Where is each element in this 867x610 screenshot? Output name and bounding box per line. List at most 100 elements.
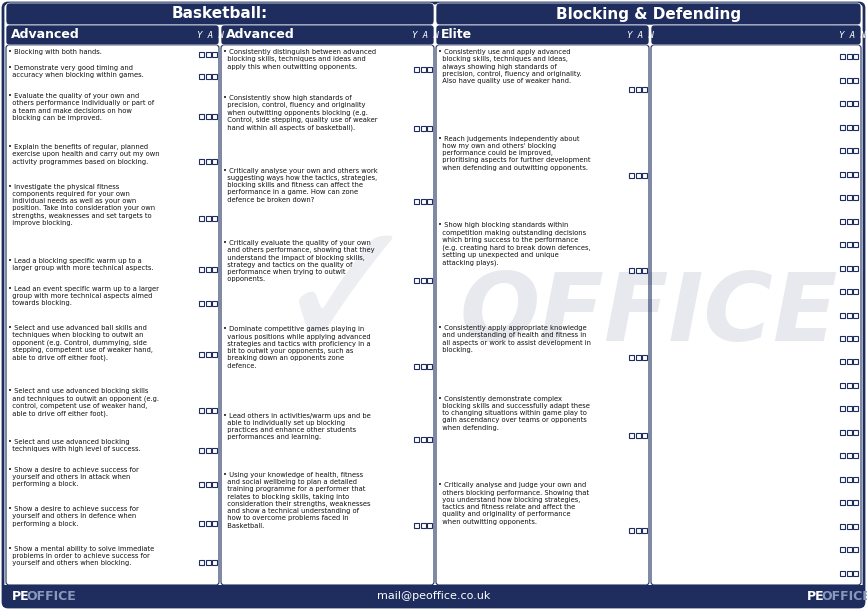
Bar	[420, 66, 426, 72]
Bar	[846, 336, 851, 341]
Text: Y A N: Y A N	[412, 30, 439, 40]
Text: • Reach judgements independently about
  how my own and others' blocking
  perfo: • Reach judgements independently about h…	[438, 135, 590, 171]
Bar	[427, 278, 432, 283]
Bar	[420, 278, 426, 283]
Bar	[853, 242, 858, 247]
Bar	[629, 87, 634, 92]
Bar	[846, 54, 851, 59]
Bar	[642, 354, 647, 360]
Bar	[642, 268, 647, 273]
Bar	[853, 124, 858, 130]
Bar	[840, 242, 845, 247]
Bar	[427, 199, 432, 204]
Bar	[840, 571, 845, 576]
Text: • Show a desire to achieve success for
  yourself and others in defence when
  p: • Show a desire to achieve success for y…	[8, 506, 139, 526]
Text: OFFICE: OFFICE	[26, 589, 75, 603]
Bar	[205, 159, 211, 164]
Text: ✓: ✓	[272, 212, 423, 388]
Bar	[853, 477, 858, 482]
Bar	[636, 268, 641, 273]
Bar	[205, 351, 211, 357]
Bar	[636, 528, 641, 533]
Bar	[212, 351, 217, 357]
FancyBboxPatch shape	[221, 25, 434, 45]
Text: • Blocking with both hands.: • Blocking with both hands.	[8, 49, 102, 55]
Bar	[420, 364, 426, 369]
Bar	[846, 195, 851, 200]
Text: • Select and use advanced blocking
  techniques with high level of success.: • Select and use advanced blocking techn…	[8, 439, 140, 452]
Bar	[414, 66, 419, 72]
Text: Blocking & Defending: Blocking & Defending	[556, 7, 741, 21]
Bar	[427, 364, 432, 369]
Bar	[853, 265, 858, 271]
Bar	[853, 406, 858, 411]
Bar	[199, 74, 204, 79]
Bar	[846, 289, 851, 294]
Bar	[427, 523, 432, 528]
Bar	[205, 267, 211, 272]
Bar	[846, 218, 851, 224]
Text: Y A N: Y A N	[839, 30, 866, 40]
Bar	[212, 409, 217, 414]
Bar	[420, 437, 426, 442]
Text: mail@peoffice.co.uk: mail@peoffice.co.uk	[377, 591, 490, 601]
Text: OFFICE: OFFICE	[460, 269, 838, 361]
Bar	[212, 301, 217, 306]
Bar	[414, 126, 419, 131]
Bar	[846, 477, 851, 482]
FancyBboxPatch shape	[651, 45, 861, 585]
Bar	[212, 521, 217, 526]
Bar	[205, 561, 211, 565]
Bar	[853, 500, 858, 505]
Text: PE: PE	[12, 589, 29, 603]
Bar	[414, 199, 419, 204]
Text: • Consistently show high standards of
  precision, control, fluency and original: • Consistently show high standards of pr…	[223, 95, 378, 131]
Bar	[414, 437, 419, 442]
Bar	[199, 114, 204, 119]
Bar	[642, 173, 647, 178]
Bar	[853, 383, 858, 388]
Text: • Lead a blocking specific warm up to a
  larger group with more technical aspec: • Lead a blocking specific warm up to a …	[8, 258, 153, 271]
Bar	[414, 523, 419, 528]
Bar	[840, 406, 845, 411]
Bar	[853, 171, 858, 177]
Text: Elite: Elite	[441, 29, 473, 41]
Bar	[853, 547, 858, 552]
Bar	[840, 218, 845, 224]
Bar	[840, 171, 845, 177]
Text: • Consistently distinguish between advanced
  blocking skills, techniques and id: • Consistently distinguish between advan…	[223, 49, 376, 70]
Bar	[846, 453, 851, 458]
Bar	[212, 216, 217, 221]
Bar	[629, 268, 634, 273]
Text: • Consistently demonstrate complex
  blocking skills and successfully adapt thes: • Consistently demonstrate complex block…	[438, 396, 590, 431]
FancyBboxPatch shape	[436, 3, 861, 25]
Text: • Explain the benefits of regular, planned
  exercise upon health and carry out : • Explain the benefits of regular, plann…	[8, 144, 160, 165]
Bar	[205, 301, 211, 306]
Bar	[199, 301, 204, 306]
Bar	[420, 523, 426, 528]
Bar	[205, 52, 211, 57]
Bar	[629, 528, 634, 533]
Text: • Using your knowledge of health, fitness
  and social wellbeing to plan a detai: • Using your knowledge of health, fitnes…	[223, 472, 370, 529]
Bar	[840, 430, 845, 435]
Text: • Dominate competitive games playing in
  various positions while applying advan: • Dominate competitive games playing in …	[223, 326, 370, 368]
Bar	[212, 561, 217, 565]
Bar	[853, 77, 858, 83]
Bar	[199, 267, 204, 272]
Bar	[853, 359, 858, 364]
Bar	[205, 114, 211, 119]
FancyBboxPatch shape	[6, 45, 219, 585]
Text: • Lead others in activities/warm ups and be
  able to individually set up blocki: • Lead others in activities/warm ups and…	[223, 412, 371, 440]
Bar	[840, 383, 845, 388]
Bar	[199, 409, 204, 414]
FancyBboxPatch shape	[651, 25, 861, 45]
Bar	[636, 173, 641, 178]
Bar	[642, 528, 647, 533]
Bar	[840, 101, 845, 106]
Bar	[205, 74, 211, 79]
FancyBboxPatch shape	[436, 45, 649, 585]
Bar	[212, 481, 217, 487]
Bar	[629, 173, 634, 178]
Bar	[840, 54, 845, 59]
Bar	[840, 312, 845, 317]
